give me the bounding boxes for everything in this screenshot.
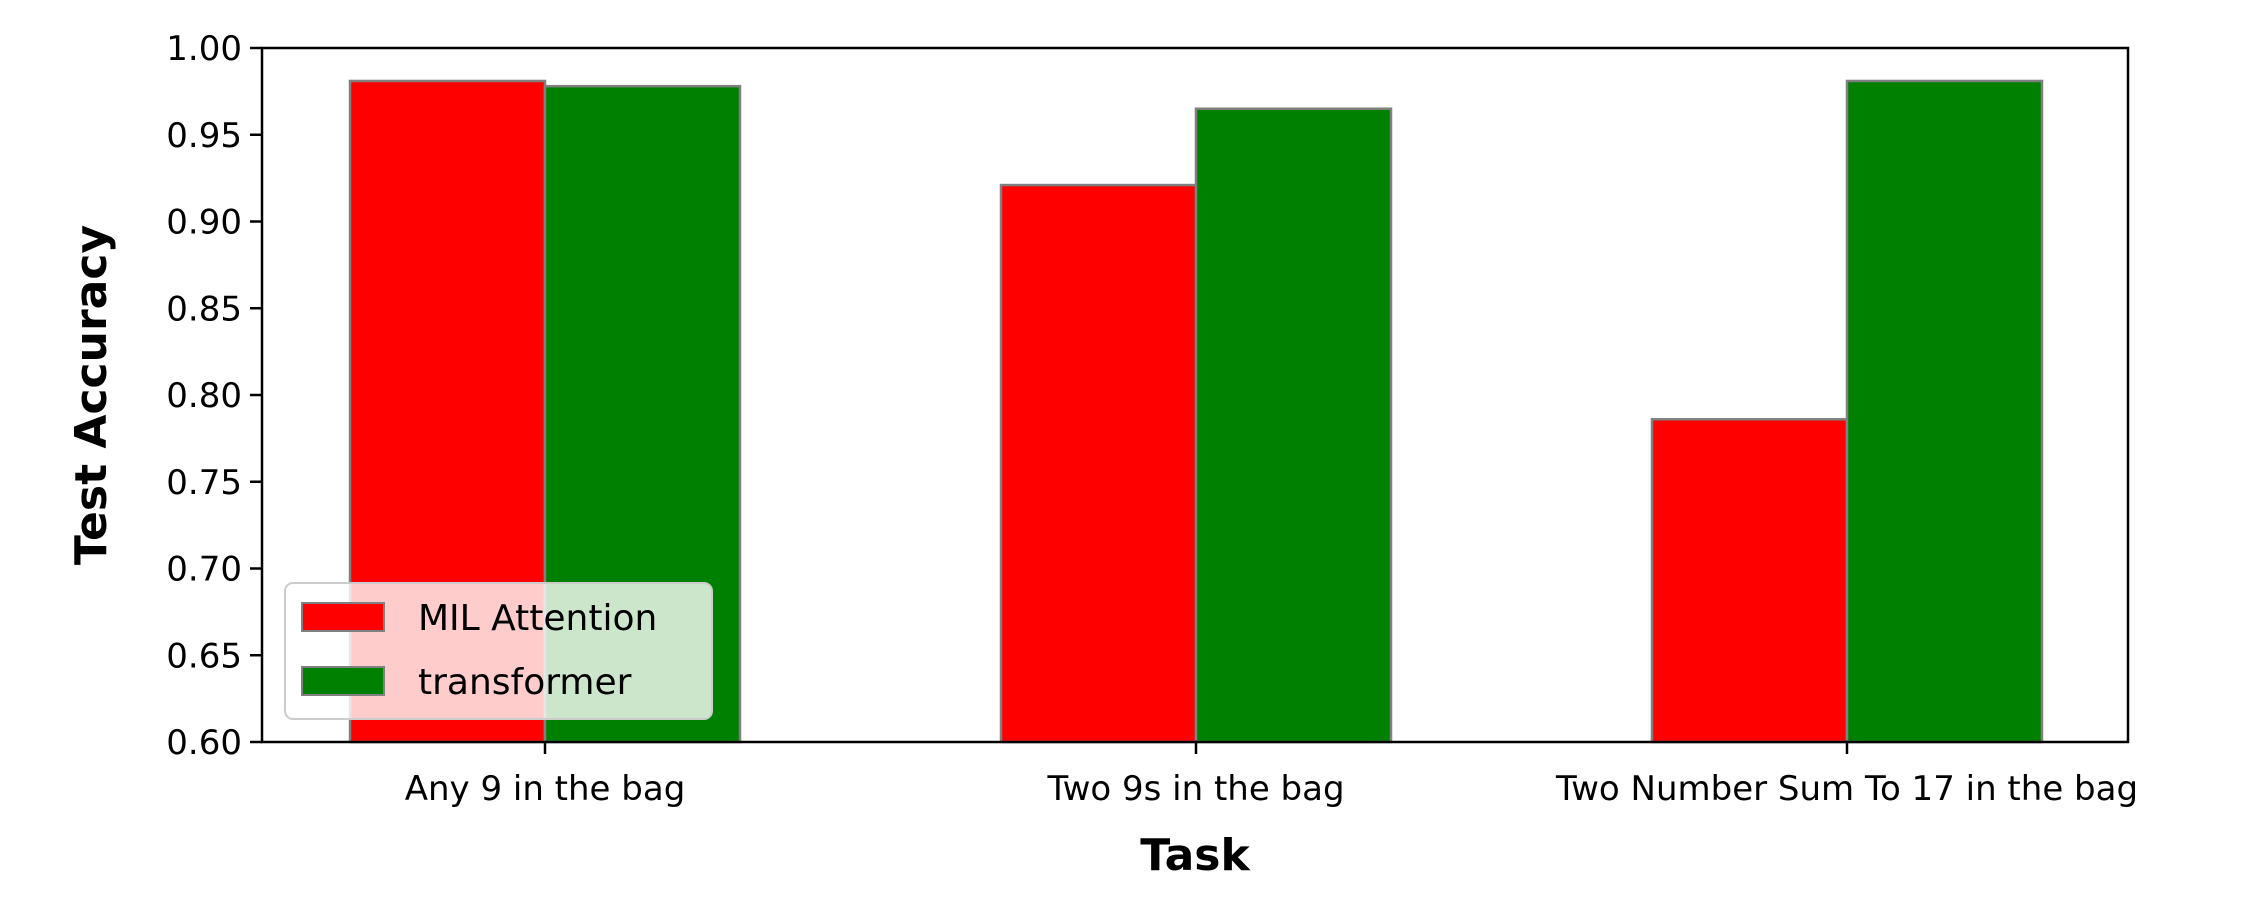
y-tick-label: 0.75: [166, 463, 242, 503]
x-tick-label: Any 9 in the bag: [405, 769, 686, 809]
x-axis-label: Task: [1140, 830, 1251, 881]
legend-label: transformer: [418, 662, 632, 703]
x-tick-label: Two 9s in the bag: [1046, 769, 1344, 809]
y-tick-label: 0.90: [166, 203, 242, 243]
x-axis-ticks: Any 9 in the bag Two 9s in the bag Two Num…: [405, 742, 2138, 809]
bar-mil-attention-2: [999, 183, 1198, 744]
legend-swatch: [301, 602, 385, 632]
y-axis-label: Test Accuracy: [66, 225, 117, 565]
bar-mil-attention-3: [1650, 418, 1849, 744]
y-tick-label: 0.60: [166, 723, 242, 763]
y-axis-ticks: 0.60 0.65 0.70 0.75 0.80 0.85 0.90 0.95 1.00: [166, 29, 262, 763]
bar-transformer-2: [1194, 107, 1393, 744]
legend-label: MIL Attention: [418, 598, 657, 639]
legend-swatch: [301, 666, 385, 696]
y-tick-label: 0.70: [166, 550, 242, 590]
y-tick-label: 0.65: [166, 636, 242, 676]
x-tick-label: Two Number Sum To 17 in the bag: [1555, 769, 2138, 809]
y-tick-label: 0.95: [166, 116, 242, 156]
legend-box: [284, 582, 713, 720]
y-tick-label: 1.00: [166, 29, 242, 69]
y-tick-label: 0.80: [166, 376, 242, 416]
y-tick-label: 0.85: [166, 289, 242, 329]
legend: MIL Attention transformer: [284, 582, 713, 720]
bar-transformer-3: [1845, 79, 2044, 744]
